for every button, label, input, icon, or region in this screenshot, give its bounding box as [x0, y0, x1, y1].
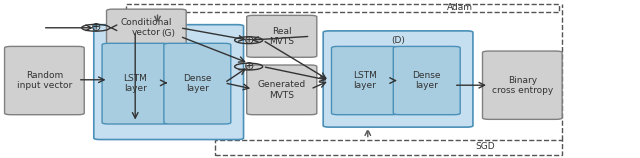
Text: Real
MVTS: Real MVTS — [269, 27, 294, 46]
FancyBboxPatch shape — [106, 9, 186, 46]
FancyBboxPatch shape — [94, 25, 244, 140]
FancyBboxPatch shape — [246, 15, 317, 57]
Text: SGD: SGD — [476, 142, 495, 151]
Text: Dense
layer: Dense layer — [183, 74, 212, 93]
Text: (G): (G) — [162, 30, 175, 39]
Text: $\oplus$: $\oplus$ — [243, 60, 254, 73]
Text: Dense
layer: Dense layer — [413, 71, 441, 90]
Text: Generated
MVTS: Generated MVTS — [258, 80, 306, 100]
FancyBboxPatch shape — [102, 43, 169, 124]
Text: $\oplus$: $\oplus$ — [243, 34, 254, 47]
Text: LSTM
layer: LSTM layer — [124, 74, 147, 93]
FancyBboxPatch shape — [246, 65, 317, 115]
FancyBboxPatch shape — [323, 31, 473, 127]
FancyBboxPatch shape — [394, 46, 460, 115]
Text: LSTM
layer: LSTM layer — [353, 71, 377, 90]
FancyBboxPatch shape — [332, 46, 398, 115]
Text: Random
input vector: Random input vector — [17, 71, 72, 90]
FancyBboxPatch shape — [164, 43, 231, 124]
FancyBboxPatch shape — [4, 46, 84, 115]
Text: Adam: Adam — [447, 3, 473, 12]
Text: (D): (D) — [391, 36, 405, 45]
Text: $\oplus$: $\oplus$ — [90, 21, 101, 34]
Text: Binary
cross entropy: Binary cross entropy — [492, 76, 553, 95]
FancyBboxPatch shape — [483, 51, 562, 119]
Text: Conditional
vector: Conditional vector — [120, 18, 172, 37]
